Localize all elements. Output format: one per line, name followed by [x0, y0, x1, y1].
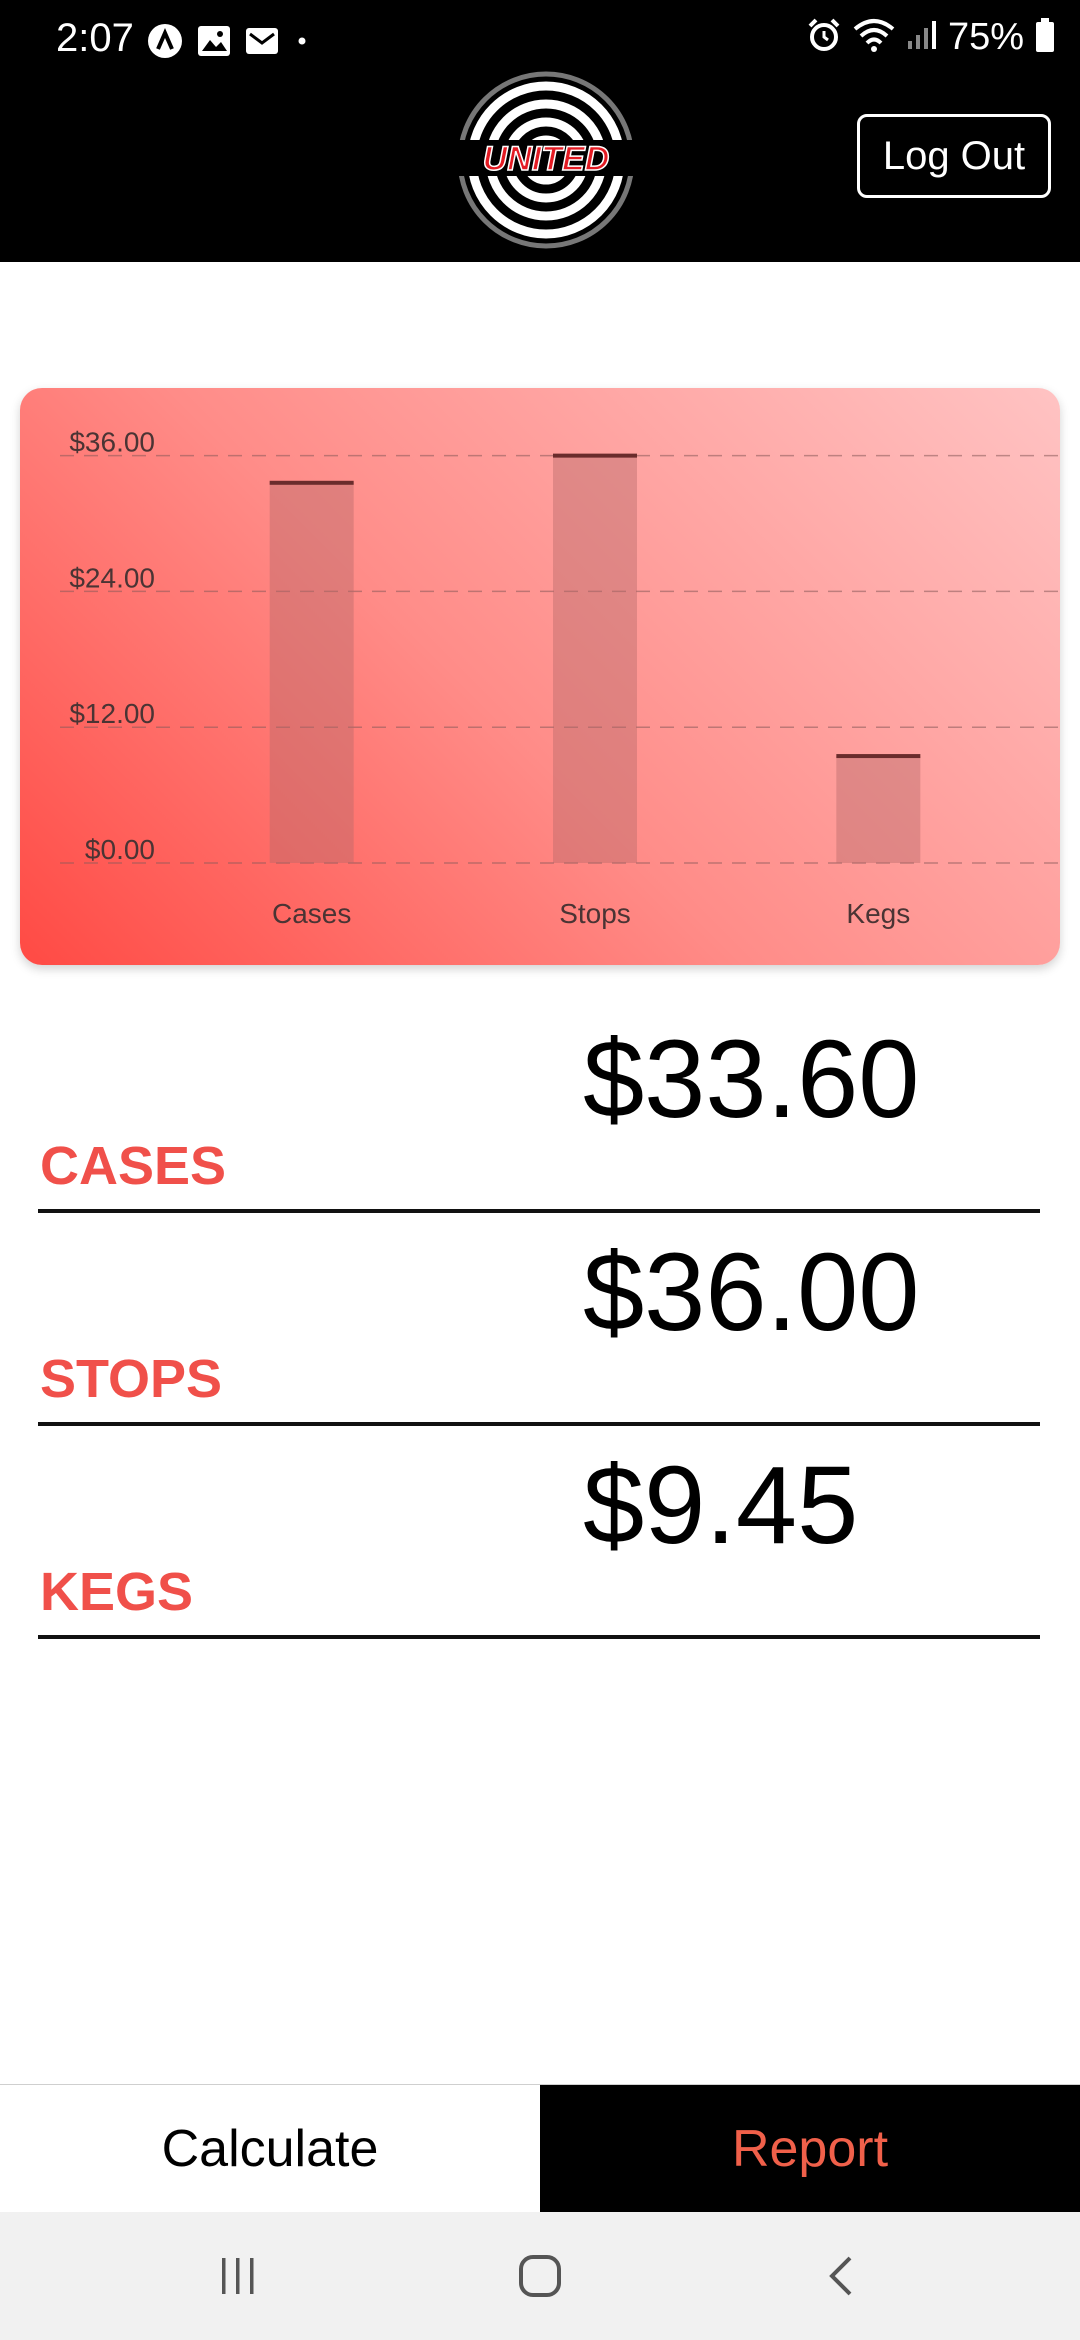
y-tick-label: $12.00	[69, 698, 155, 729]
row-label: KEGS	[40, 1562, 194, 1622]
row-label: CASES	[40, 1136, 227, 1196]
bar-cap	[269, 480, 354, 485]
recent-apps-icon[interactable]	[178, 2212, 298, 2340]
tab-calculate[interactable]: Calculate	[0, 2085, 540, 2212]
row-cases: CASES $33.60	[38, 1000, 1040, 1213]
tab-report[interactable]: Report	[540, 2085, 1080, 2212]
row-value: $36.00	[583, 1231, 920, 1354]
bottom-tab-bar: Calculate Report	[0, 2084, 1080, 2212]
row-stops: STOPS $36.00	[38, 1213, 1040, 1426]
system-nav-bar	[0, 2212, 1080, 2340]
logout-button[interactable]: Log Out	[857, 114, 1051, 198]
mail-icon	[244, 26, 280, 61]
row-divider	[38, 1422, 1040, 1426]
status-icons-left	[146, 22, 312, 65]
bar-cap	[836, 754, 921, 759]
bar	[269, 482, 354, 863]
signal-icon	[906, 19, 938, 56]
x-tick-label: Kegs	[846, 898, 910, 929]
value-rows: CASES $33.60 STOPS $36.00 KEGS $9.45	[38, 1000, 1040, 1639]
chart-svg: $0.00 $12.00 $24.00 $36.00 Cases Stops Kegs	[60, 427, 1060, 929]
battery-percent: 75%	[947, 16, 1024, 58]
earnings-chart: $0.00 $12.00 $24.00 $36.00 Cases Stops Kegs	[20, 388, 1060, 965]
row-value: $9.45	[583, 1444, 859, 1567]
home-icon[interactable]	[480, 2212, 600, 2340]
dot-icon	[292, 31, 312, 56]
app-a-icon	[146, 22, 184, 65]
y-tick-label: $24.00	[69, 562, 155, 593]
status-icons-right: 75%	[806, 16, 1056, 59]
x-tick-label: Cases	[272, 898, 351, 929]
row-label: STOPS	[40, 1349, 223, 1409]
row-value: $33.60	[583, 1018, 920, 1141]
image-icon	[196, 24, 232, 63]
bar	[836, 756, 921, 863]
row-kegs: KEGS $9.45	[38, 1426, 1040, 1639]
back-icon[interactable]	[782, 2212, 902, 2340]
battery-icon	[1034, 17, 1056, 58]
y-tick-label: $36.00	[69, 427, 155, 458]
logo-text: UNITED	[483, 140, 610, 178]
app-header: UNITED Log Out	[0, 68, 1080, 262]
bar	[553, 455, 637, 863]
x-tick-label: Stops	[559, 898, 631, 929]
row-divider	[38, 1209, 1040, 1213]
status-time: 2:07	[56, 16, 134, 60]
alarm-icon	[806, 17, 842, 58]
y-tick-label: $0.00	[85, 834, 155, 865]
bar-cap	[553, 453, 637, 458]
row-divider	[38, 1635, 1040, 1639]
wifi-icon	[852, 17, 896, 58]
united-logo: UNITED	[448, 62, 644, 258]
